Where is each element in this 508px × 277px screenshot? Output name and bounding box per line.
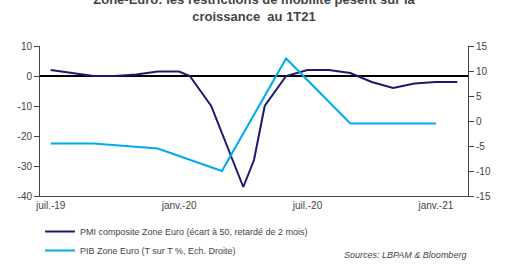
svg-text:juil.-19: juil.-19 [35, 200, 66, 211]
svg-text:PMI composite Zone Euro (écart: PMI composite Zone Euro (écart à 50, ret… [80, 227, 308, 237]
svg-text:10: 10 [476, 66, 488, 77]
svg-text:-30: -30 [18, 161, 33, 172]
svg-text:Zone-Euro: les restrictions de: Zone-Euro: les restrictions de mobilité … [93, 0, 415, 24]
svg-text:-10: -10 [18, 101, 33, 112]
svg-text:janv.-21: janv.-21 [417, 200, 453, 211]
svg-text:-15: -15 [476, 191, 491, 202]
svg-text:15: 15 [476, 41, 488, 52]
svg-text:-20: -20 [18, 131, 33, 142]
svg-text:-40: -40 [18, 191, 33, 202]
svg-text:-10: -10 [476, 166, 491, 177]
svg-text:Sources: LBPAM & Bloomberg: Sources: LBPAM & Bloomberg [344, 250, 466, 260]
svg-text:0: 0 [476, 116, 482, 127]
svg-text:10: 10 [21, 41, 33, 52]
svg-text:PIB Zone Euro (T sur T %, Ech.: PIB Zone Euro (T sur T %, Ech. Droite) [80, 246, 236, 256]
svg-text:5: 5 [476, 91, 482, 102]
svg-text:-5: -5 [476, 141, 485, 152]
svg-text:juil.-20: juil.-20 [292, 200, 323, 211]
svg-text:janv.-20: janv.-20 [161, 200, 197, 211]
svg-text:0: 0 [26, 71, 32, 82]
